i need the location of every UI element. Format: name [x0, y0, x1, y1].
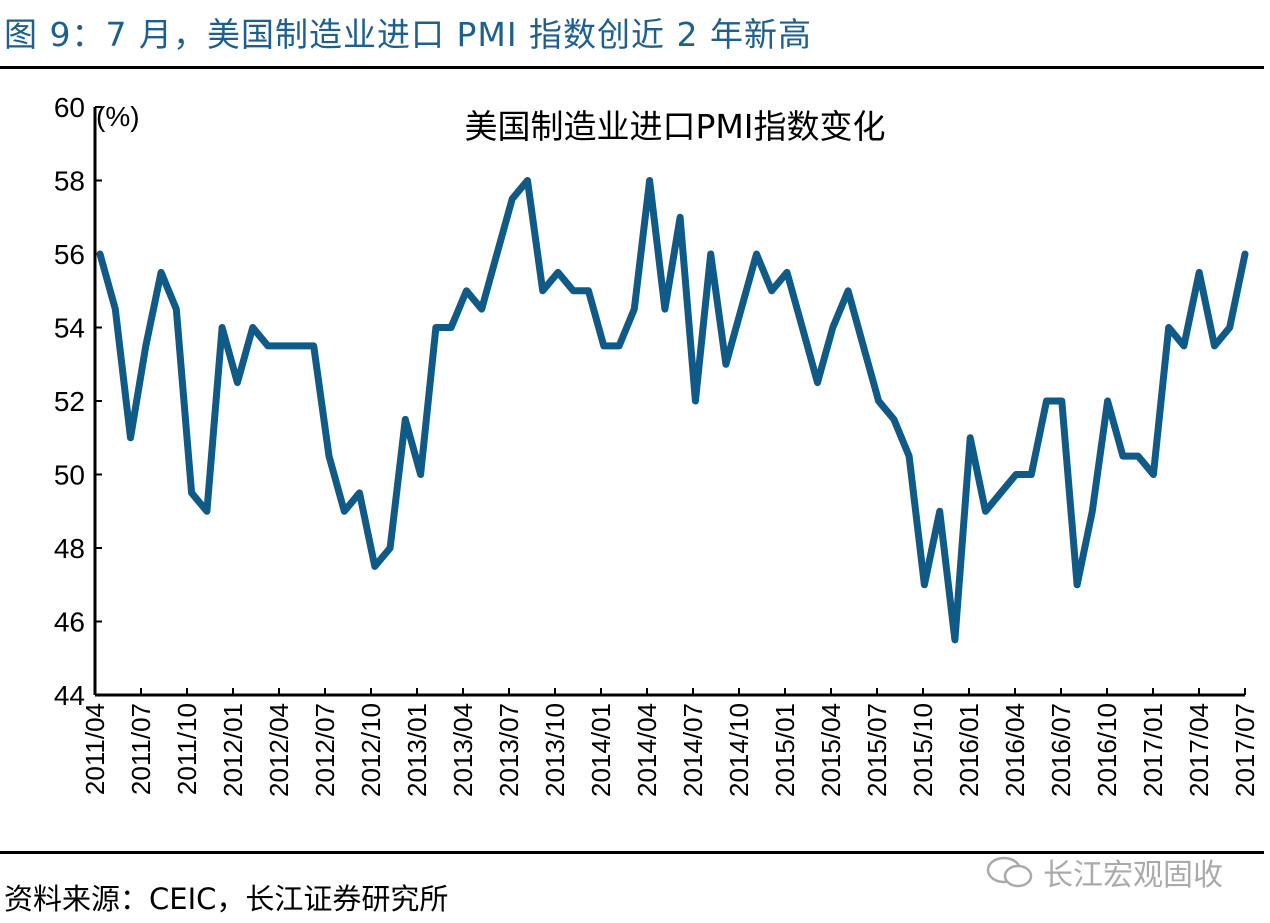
y-tick-label: 60 [54, 92, 85, 123]
y-tick-label: 58 [54, 166, 85, 197]
x-axis: 2011/04 2011/07 2011/10 2012/01 2012/04 2012/… [80, 688, 1260, 797]
chart-title: 美国制造业进口PMI指数变化 [464, 107, 885, 146]
top-rule [0, 66, 1264, 69]
x-tick-label: 2013/01 [402, 703, 432, 797]
y-tick-label: 50 [54, 460, 85, 491]
x-tick-label: 2011/10 [172, 703, 202, 795]
x-tick-label: 2017/04 [1184, 703, 1214, 797]
y-axis: 44 46 48 50 52 54 56 58 60 [54, 92, 102, 711]
x-tick-label: 2014/04 [632, 703, 662, 797]
x-tick-label: 2012/01 [218, 703, 248, 797]
x-tick-label: 2013/10 [540, 703, 570, 797]
y-tick-label: 46 [54, 607, 85, 638]
x-tick-label: 2014/07 [678, 703, 708, 797]
x-tick-label: 2017/07 [1230, 703, 1260, 797]
x-tick-label: 2015/10 [908, 703, 938, 797]
x-tick-label: 2016/07 [1046, 703, 1076, 797]
wechat-icon [986, 856, 1033, 888]
y-tick-label: 54 [54, 313, 85, 344]
bottom-rule [0, 851, 1264, 854]
y-tick-label: 48 [54, 533, 85, 564]
x-tick-label: 2012/10 [356, 703, 386, 797]
x-tick-label: 2012/07 [310, 703, 340, 797]
x-tick-label: 2014/01 [586, 703, 616, 797]
series-line [96, 177, 1249, 644]
x-tick-label: 2014/10 [724, 703, 754, 797]
x-tick-label: 2013/07 [494, 703, 524, 797]
source-note: 资料来源：CEIC，长江证券研究所 [4, 882, 449, 916]
series-group [96, 177, 1249, 644]
y-tick-label: 44 [54, 680, 85, 711]
watermark: 长江宏观固收 [985, 850, 1223, 894]
x-tick-label: 2015/04 [816, 703, 846, 797]
x-tick-label: 2015/07 [862, 703, 892, 797]
y-tick-label: 56 [54, 239, 85, 270]
x-tick-label: 2015/01 [770, 703, 800, 797]
y-tick-label: 52 [54, 386, 85, 417]
x-tick-label: 2017/01 [1138, 703, 1168, 797]
x-tick-label: 2011/04 [80, 703, 110, 795]
x-tick-label: 2016/04 [1000, 703, 1030, 797]
x-tick-label: 2011/07 [126, 703, 156, 795]
y-axis-label: (%) [96, 101, 140, 132]
x-tick-label: 2016/10 [1092, 703, 1122, 797]
x-tick-label: 2013/04 [448, 703, 478, 797]
x-tick-label: 2012/04 [264, 703, 294, 797]
figure-title: 图 9：7 月，美国制造业进口 PMI 指数创近 2 年新高 [4, 15, 813, 54]
x-tick-label: 2016/01 [954, 703, 984, 797]
watermark-text: 长江宏观固收 [1043, 858, 1223, 893]
